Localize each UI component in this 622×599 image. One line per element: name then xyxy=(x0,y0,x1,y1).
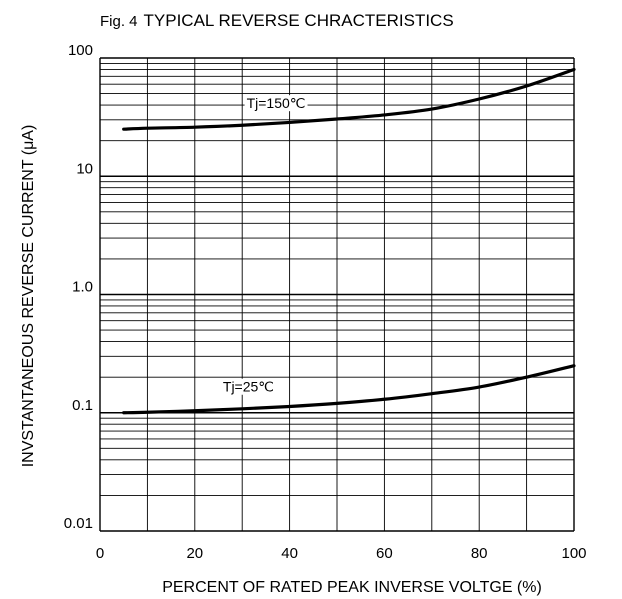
x-tick-label: 80 xyxy=(471,545,488,562)
series-line xyxy=(122,364,576,415)
series-line xyxy=(122,67,576,131)
y-axis-label: INVSTANTANEOUS REVERSE CURRENT (μA) xyxy=(20,125,37,468)
tick-labels: 0 20 40 60 80 100 0.01 0.1 1.0 10 100 xyxy=(64,42,587,562)
x-tick-label: 40 xyxy=(281,545,298,562)
y-tick-label: 100 xyxy=(68,42,93,59)
y-tick-label: 1.0 xyxy=(72,279,93,296)
y-tick-label: 0.1 xyxy=(72,397,93,414)
y-tick-label: 10 xyxy=(76,160,93,177)
x-tick-label: 100 xyxy=(561,545,586,562)
chart-title: Fig. 4 TYPICAL REVERSE CHRACTERISTICS xyxy=(100,11,454,30)
x-tick-label: 20 xyxy=(186,545,203,562)
chart-title-prefix: Fig. 4 xyxy=(100,13,138,30)
y-tick-label: 0.01 xyxy=(64,515,93,532)
annotation-background xyxy=(244,95,308,112)
chart-title-main: TYPICAL REVERSE CHRACTERISTICS xyxy=(144,11,454,30)
series-annotation: Tj=25℃ xyxy=(223,379,274,395)
x-tick-label: 0 xyxy=(96,545,104,562)
x-tick-label: 60 xyxy=(376,545,393,562)
x-axis-label: PERCENT OF RATED PEAK INVERSE VOLTGE (%) xyxy=(162,579,542,596)
series-annotation: Tj=150℃ xyxy=(247,95,306,111)
series-annotations: Tj=150℃ Tj=25℃ xyxy=(220,95,308,395)
annotation-background xyxy=(220,378,277,395)
series-lines xyxy=(122,67,576,415)
